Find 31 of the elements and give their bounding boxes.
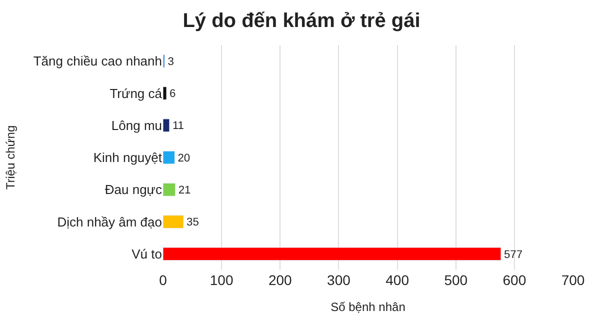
bar bbox=[163, 247, 502, 261]
data-label: 577 bbox=[504, 248, 523, 261]
y-axis-title: Triệu chứng bbox=[4, 125, 18, 190]
data-label: 21 bbox=[178, 184, 191, 196]
x-tick-label: 700 bbox=[561, 272, 585, 288]
bar bbox=[163, 118, 170, 132]
x-tick-label: 600 bbox=[502, 272, 526, 288]
data-label: 6 bbox=[170, 88, 176, 100]
bar bbox=[163, 150, 175, 164]
x-axis-title: Số bệnh nhân bbox=[330, 300, 406, 314]
y-tick-label: Vú to bbox=[132, 246, 162, 262]
bar bbox=[163, 215, 184, 228]
chart-title: Lý do đến khám ở trẻ gái bbox=[182, 10, 420, 32]
y-tick-label: Dịch nhầy âm đạo bbox=[57, 214, 162, 230]
x-tick-label: 100 bbox=[210, 272, 234, 288]
x-tick-label: 300 bbox=[327, 272, 351, 288]
data-label: 20 bbox=[178, 152, 190, 164]
data-label: 35 bbox=[186, 216, 199, 229]
x-tick-label: 500 bbox=[444, 272, 468, 288]
bar bbox=[163, 86, 167, 100]
x-tick-label: 200 bbox=[268, 272, 292, 288]
y-tick-label: Trứng cá bbox=[110, 86, 163, 101]
data-label: 3 bbox=[168, 56, 174, 68]
y-tick-label: Đau ngực bbox=[104, 182, 162, 198]
y-tick-label: Lông mu bbox=[111, 118, 162, 133]
x-tick-label: 0 bbox=[159, 272, 168, 288]
data-label: 11 bbox=[172, 120, 184, 132]
bar bbox=[163, 182, 176, 196]
x-tick-label: 400 bbox=[386, 272, 410, 288]
y-tick-label: Tăng chiều cao nhanh bbox=[33, 54, 162, 69]
y-tick-label: Kinh nguyệt bbox=[93, 150, 162, 166]
